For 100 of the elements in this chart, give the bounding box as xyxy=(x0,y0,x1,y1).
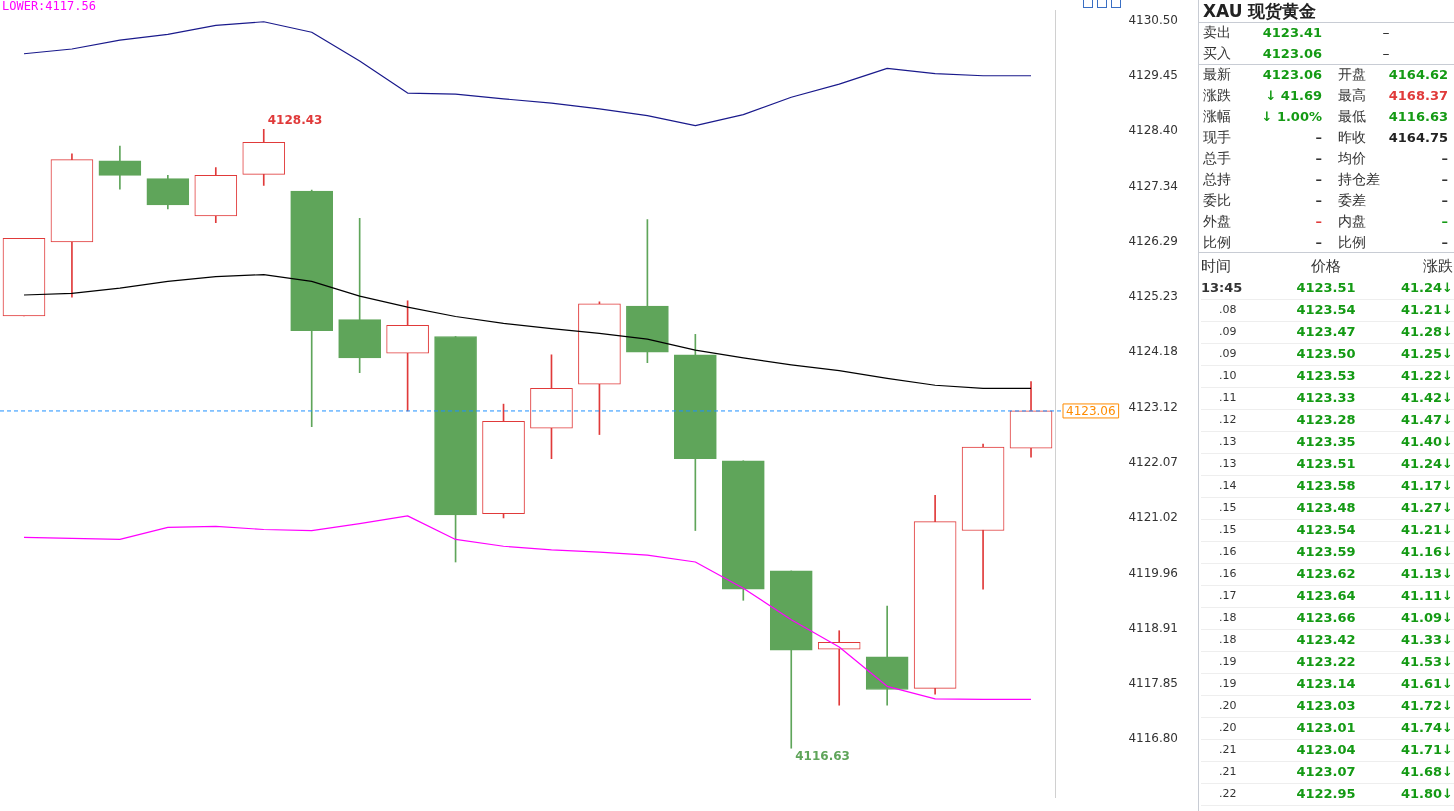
y-tick-label: 4125.23 xyxy=(1128,289,1178,304)
text: 均价 xyxy=(1338,149,1366,168)
text: 4168.37 xyxy=(1388,87,1448,105)
annotation: 4128.43 xyxy=(267,113,323,128)
text: .08 xyxy=(1219,302,1237,318)
text: 4123.59 xyxy=(1296,543,1356,561)
text: ↓ 41.69 xyxy=(1265,87,1322,105)
text: 4123.06 xyxy=(1262,66,1322,84)
text: 委比 xyxy=(1203,191,1231,210)
text: – xyxy=(1441,213,1448,231)
text: 时间 xyxy=(1201,256,1231,277)
text: 4123.22 xyxy=(1296,653,1356,671)
text: 4164.62 xyxy=(1388,66,1448,84)
text: .20 xyxy=(1219,698,1237,714)
text: 4123.35 xyxy=(1296,433,1356,451)
text: .15 xyxy=(1219,500,1237,516)
text: .11 xyxy=(1219,390,1237,406)
text: .16 xyxy=(1219,566,1237,582)
text: 41.24↓ xyxy=(1400,279,1453,297)
text: 4123.48 xyxy=(1296,499,1356,517)
text: 外盘 xyxy=(1203,212,1231,231)
text: 4123.66 xyxy=(1296,609,1356,627)
text: 4123.03 xyxy=(1296,697,1356,715)
text: 41.40↓ xyxy=(1400,433,1453,451)
text: 41.33↓ xyxy=(1400,631,1453,649)
text: .13 xyxy=(1219,456,1237,472)
text: XAU 现货黄金 xyxy=(1203,0,1317,23)
text: 4123.62 xyxy=(1296,565,1356,583)
text: – xyxy=(1382,23,1390,42)
text: 4123.28 xyxy=(1296,411,1356,429)
text: 现手 xyxy=(1203,128,1231,147)
text: .21 xyxy=(1219,764,1237,780)
text: 41.27↓ xyxy=(1400,499,1453,517)
text: 41.17↓ xyxy=(1400,477,1453,495)
text: 开盘 xyxy=(1338,65,1366,84)
text: – xyxy=(1315,129,1322,147)
text: 比例 xyxy=(1203,233,1231,252)
text: 41.28↓ xyxy=(1400,323,1453,341)
text: 4123.54 xyxy=(1296,301,1356,319)
text: .13 xyxy=(1219,434,1237,450)
text: 4123.54 xyxy=(1296,521,1356,539)
y-tick-label: 4129.45 xyxy=(1128,67,1178,82)
text: .19 xyxy=(1219,676,1237,692)
text: 41.25↓ xyxy=(1400,345,1453,363)
text: 总持 xyxy=(1203,170,1231,189)
text: 41.80↓ xyxy=(1400,785,1453,803)
text: 41.53↓ xyxy=(1400,653,1453,671)
text: – xyxy=(1382,44,1390,63)
text: 41.61↓ xyxy=(1400,675,1453,693)
text: 4123.53 xyxy=(1296,367,1356,385)
text: – xyxy=(1441,192,1448,210)
annotation: 4116.63 xyxy=(795,749,850,764)
text: – xyxy=(1441,171,1448,189)
text: 昨收 xyxy=(1338,128,1366,147)
text: 最高 xyxy=(1338,86,1366,105)
text: 4123.07 xyxy=(1296,763,1356,781)
text: 4123.04 xyxy=(1296,741,1356,759)
text: 41.13↓ xyxy=(1400,565,1453,583)
text: 41.72↓ xyxy=(1400,697,1453,715)
text: 4123.47 xyxy=(1296,323,1356,341)
text: 4123.06 xyxy=(1262,45,1322,63)
text: .10 xyxy=(1219,368,1237,384)
text: 4123.14 xyxy=(1296,675,1356,693)
text: .18 xyxy=(1219,632,1237,648)
text: 涨幅 xyxy=(1203,107,1231,126)
y-tick-label: 4117.85 xyxy=(1128,676,1178,691)
text: 委差 xyxy=(1338,191,1366,210)
text: 41.11↓ xyxy=(1400,587,1453,605)
text: – xyxy=(1315,192,1322,210)
text: 4123.01 xyxy=(1296,719,1356,737)
text: 价格 xyxy=(1311,256,1341,277)
text: 41.74↓ xyxy=(1400,719,1453,737)
text: 4123.33 xyxy=(1296,389,1356,407)
text: – xyxy=(1315,150,1322,168)
text: .09 xyxy=(1219,346,1237,362)
y-tick-label: 4123.12 xyxy=(1128,399,1178,414)
text: 4123.51 xyxy=(1296,279,1356,297)
y-tick-label: 4128.40 xyxy=(1128,122,1178,137)
y-tick-label: 4122.07 xyxy=(1128,455,1178,469)
y-tick-label: 4116.80 xyxy=(1128,731,1178,746)
text: – xyxy=(1315,171,1322,189)
text: 比例 xyxy=(1338,233,1366,252)
text: ↓ 1.00% xyxy=(1261,108,1322,126)
ref-line-label: 4123.06 xyxy=(1066,403,1116,418)
y-tick-label: 4130.50 xyxy=(1128,12,1178,27)
y-tick-label: 4119.96 xyxy=(1128,565,1178,580)
text: .15 xyxy=(1219,522,1237,538)
text: 41.42↓ xyxy=(1400,389,1453,407)
text: 4123.51 xyxy=(1296,455,1356,473)
y-tick-label: 4126.29 xyxy=(1128,233,1178,248)
text: 4123.42 xyxy=(1296,631,1356,649)
y-tick-label: 4124.18 xyxy=(1128,344,1178,359)
text: 4123.58 xyxy=(1296,477,1356,495)
annotation: LOWER:4117.56 xyxy=(2,0,96,14)
text: .19 xyxy=(1219,654,1237,670)
text: .09 xyxy=(1219,324,1237,340)
text: 41.21↓ xyxy=(1400,521,1453,539)
text: .12 xyxy=(1219,412,1237,428)
text: 4123.50 xyxy=(1296,345,1356,363)
text: 41.16↓ xyxy=(1400,543,1453,561)
